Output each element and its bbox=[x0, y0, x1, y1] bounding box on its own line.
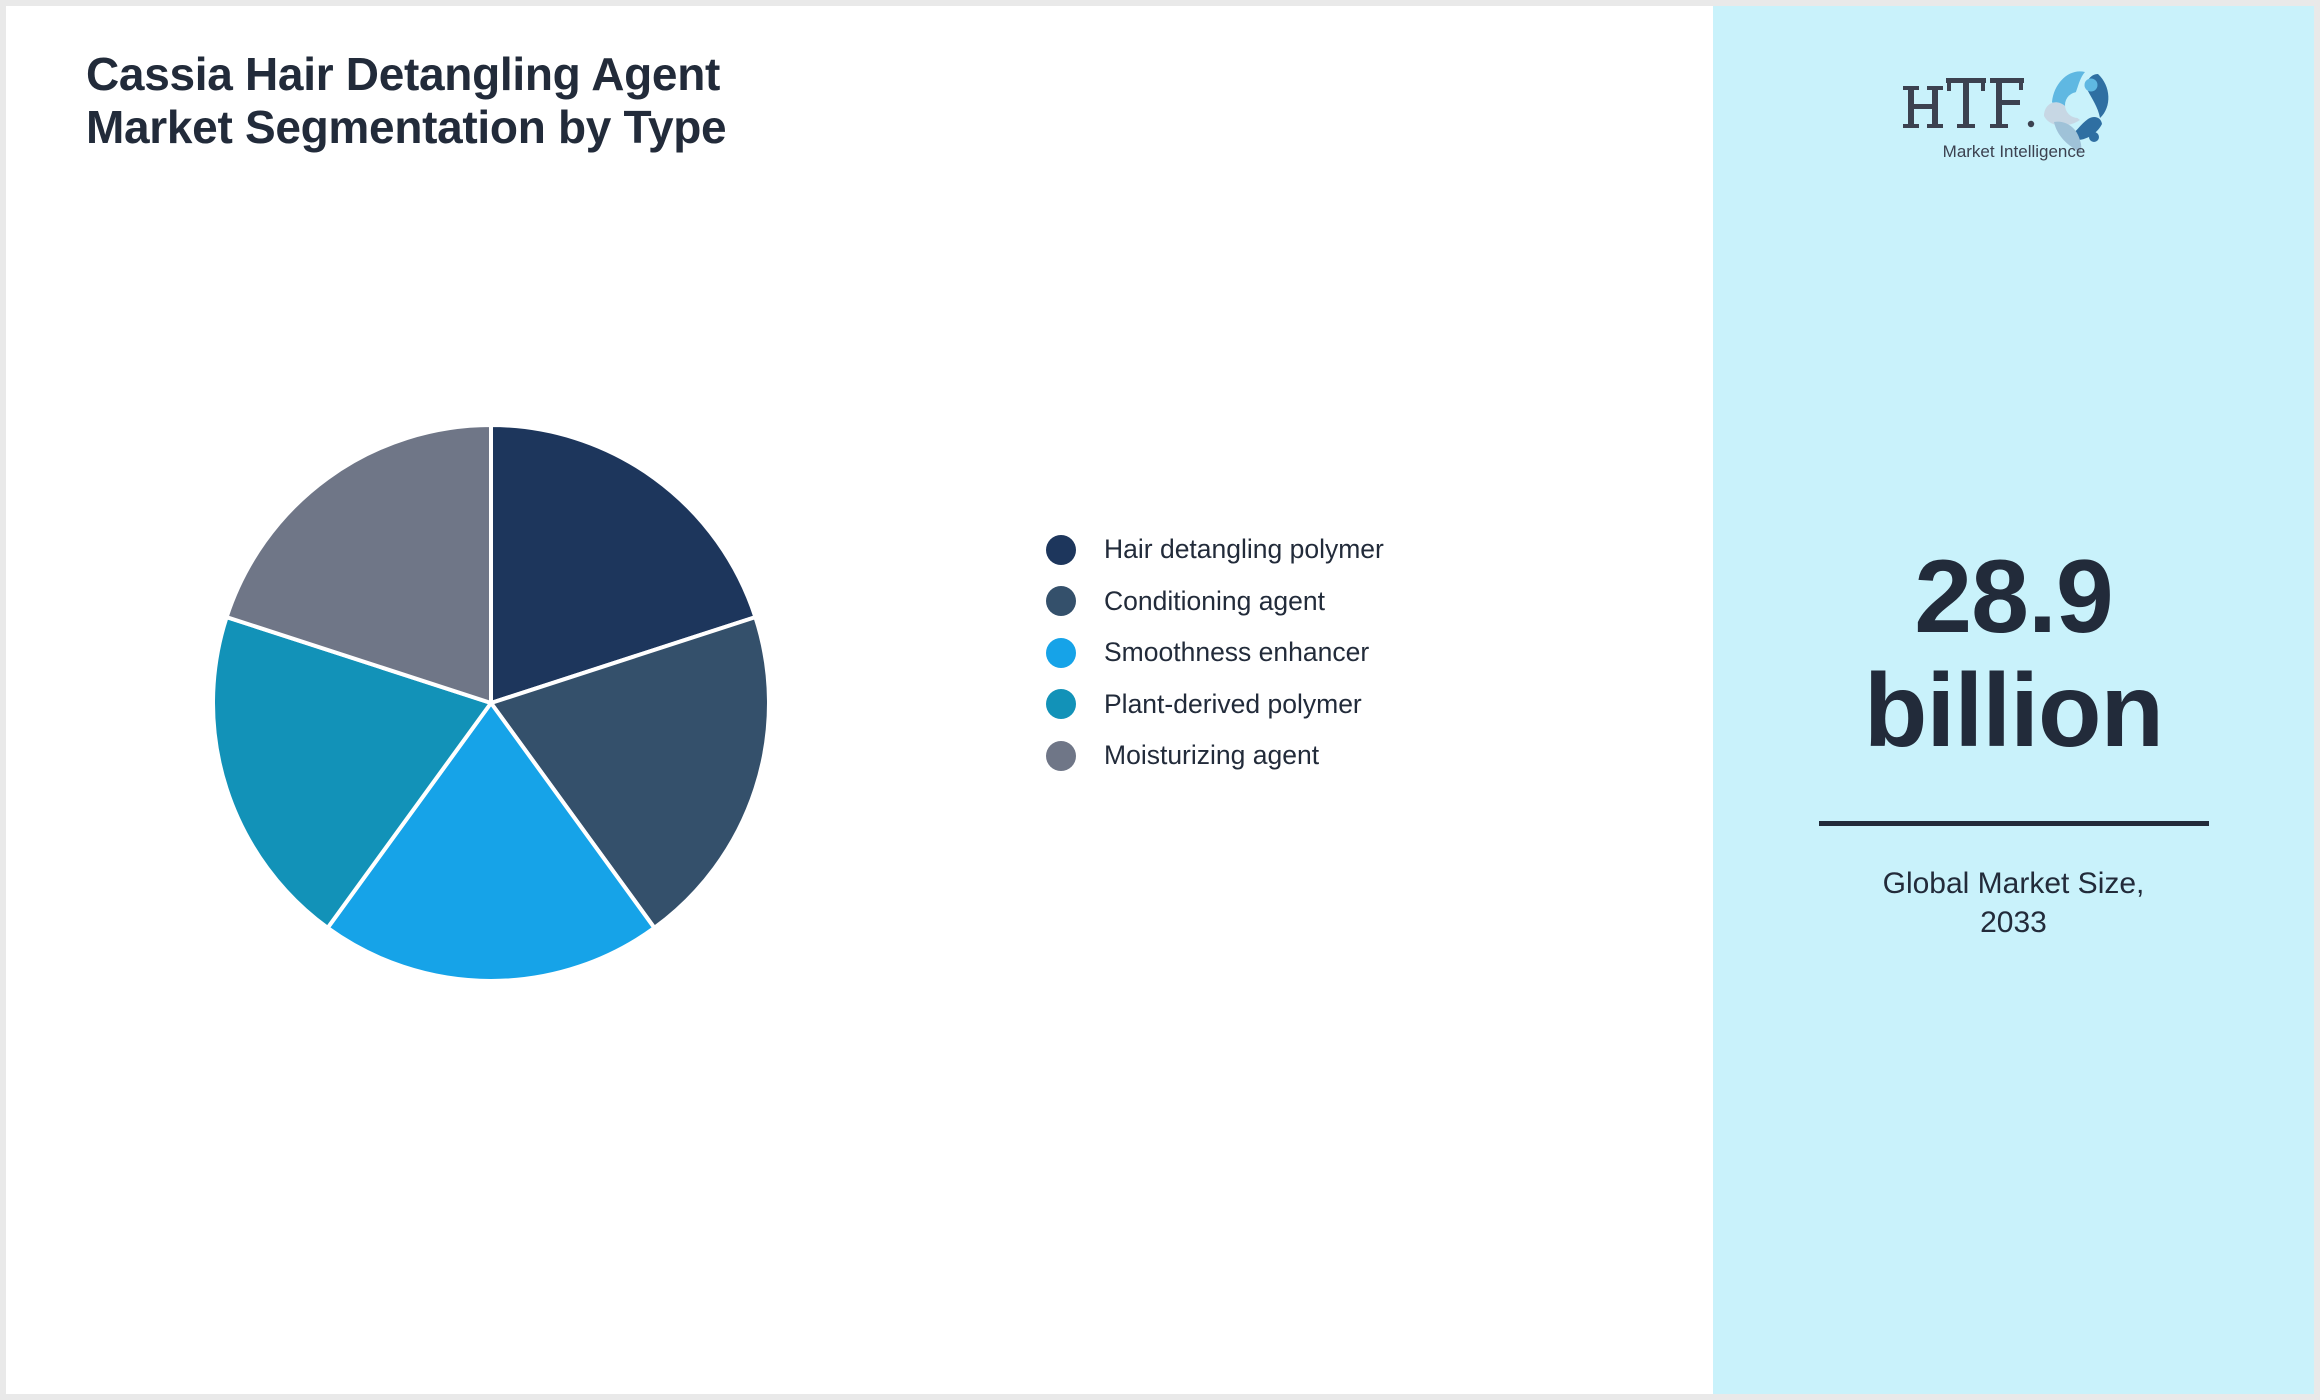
legend-item-label: Smoothness enhancer bbox=[1104, 637, 1370, 668]
legend-swatch-icon bbox=[1046, 637, 1076, 668]
stat-sidebar: Market Intelligence 28.9 billion Global … bbox=[1713, 6, 2314, 1394]
pie-chart-svg bbox=[211, 423, 771, 983]
legend-swatch-icon bbox=[1046, 689, 1076, 720]
legend-item[interactable]: Moisturizing agent bbox=[1046, 730, 1606, 782]
chart-legend: Hair detangling polymer Conditioning agen… bbox=[1046, 524, 1606, 782]
stat-value: 28.9 billion bbox=[1863, 539, 2164, 770]
pie-slice[interactable] bbox=[489, 423, 758, 705]
legend-item[interactable]: Conditioning agent bbox=[1046, 576, 1606, 628]
legend-item-label: Moisturizing agent bbox=[1104, 740, 1320, 771]
pie-slice[interactable] bbox=[224, 423, 493, 705]
htf-market-intelligence-logo: Market Intelligence bbox=[1902, 71, 2108, 161]
legend-item[interactable]: Plant-derived polymer bbox=[1046, 679, 1606, 731]
stat-block: 28.9 billion Global Market Size, 2033 bbox=[1713, 540, 2314, 943]
legend-item-label: Plant-derived polymer bbox=[1104, 688, 1362, 719]
stat-caption: Global Market Size, 2033 bbox=[1882, 866, 2145, 940]
pie-slice[interactable] bbox=[489, 615, 771, 930]
legend-item-label: Conditioning agent bbox=[1104, 585, 1326, 616]
legend-item[interactable]: Smoothness enhancer bbox=[1046, 627, 1606, 679]
pie-chart bbox=[201, 413, 781, 993]
legend-item[interactable]: Hair detangling polymer bbox=[1046, 524, 1606, 576]
pie-slice-group bbox=[211, 423, 771, 983]
legend-item-label: Hair detangling polymer bbox=[1104, 534, 1384, 565]
page-title: Cassia Hair Detangling Agent Market Segm… bbox=[86, 48, 727, 154]
legend-swatch-icon bbox=[1046, 740, 1076, 771]
pie-slice[interactable] bbox=[211, 615, 493, 930]
chart-panel: Cassia Hair Detangling Agent Market Segm… bbox=[6, 6, 1713, 1394]
legend-swatch-icon bbox=[1046, 534, 1076, 565]
pie-slice[interactable] bbox=[325, 701, 657, 983]
legend-swatch-icon bbox=[1046, 586, 1076, 617]
stat-divider bbox=[1818, 820, 2209, 826]
logo-wordmark: Market Intelligence bbox=[1942, 142, 2085, 161]
